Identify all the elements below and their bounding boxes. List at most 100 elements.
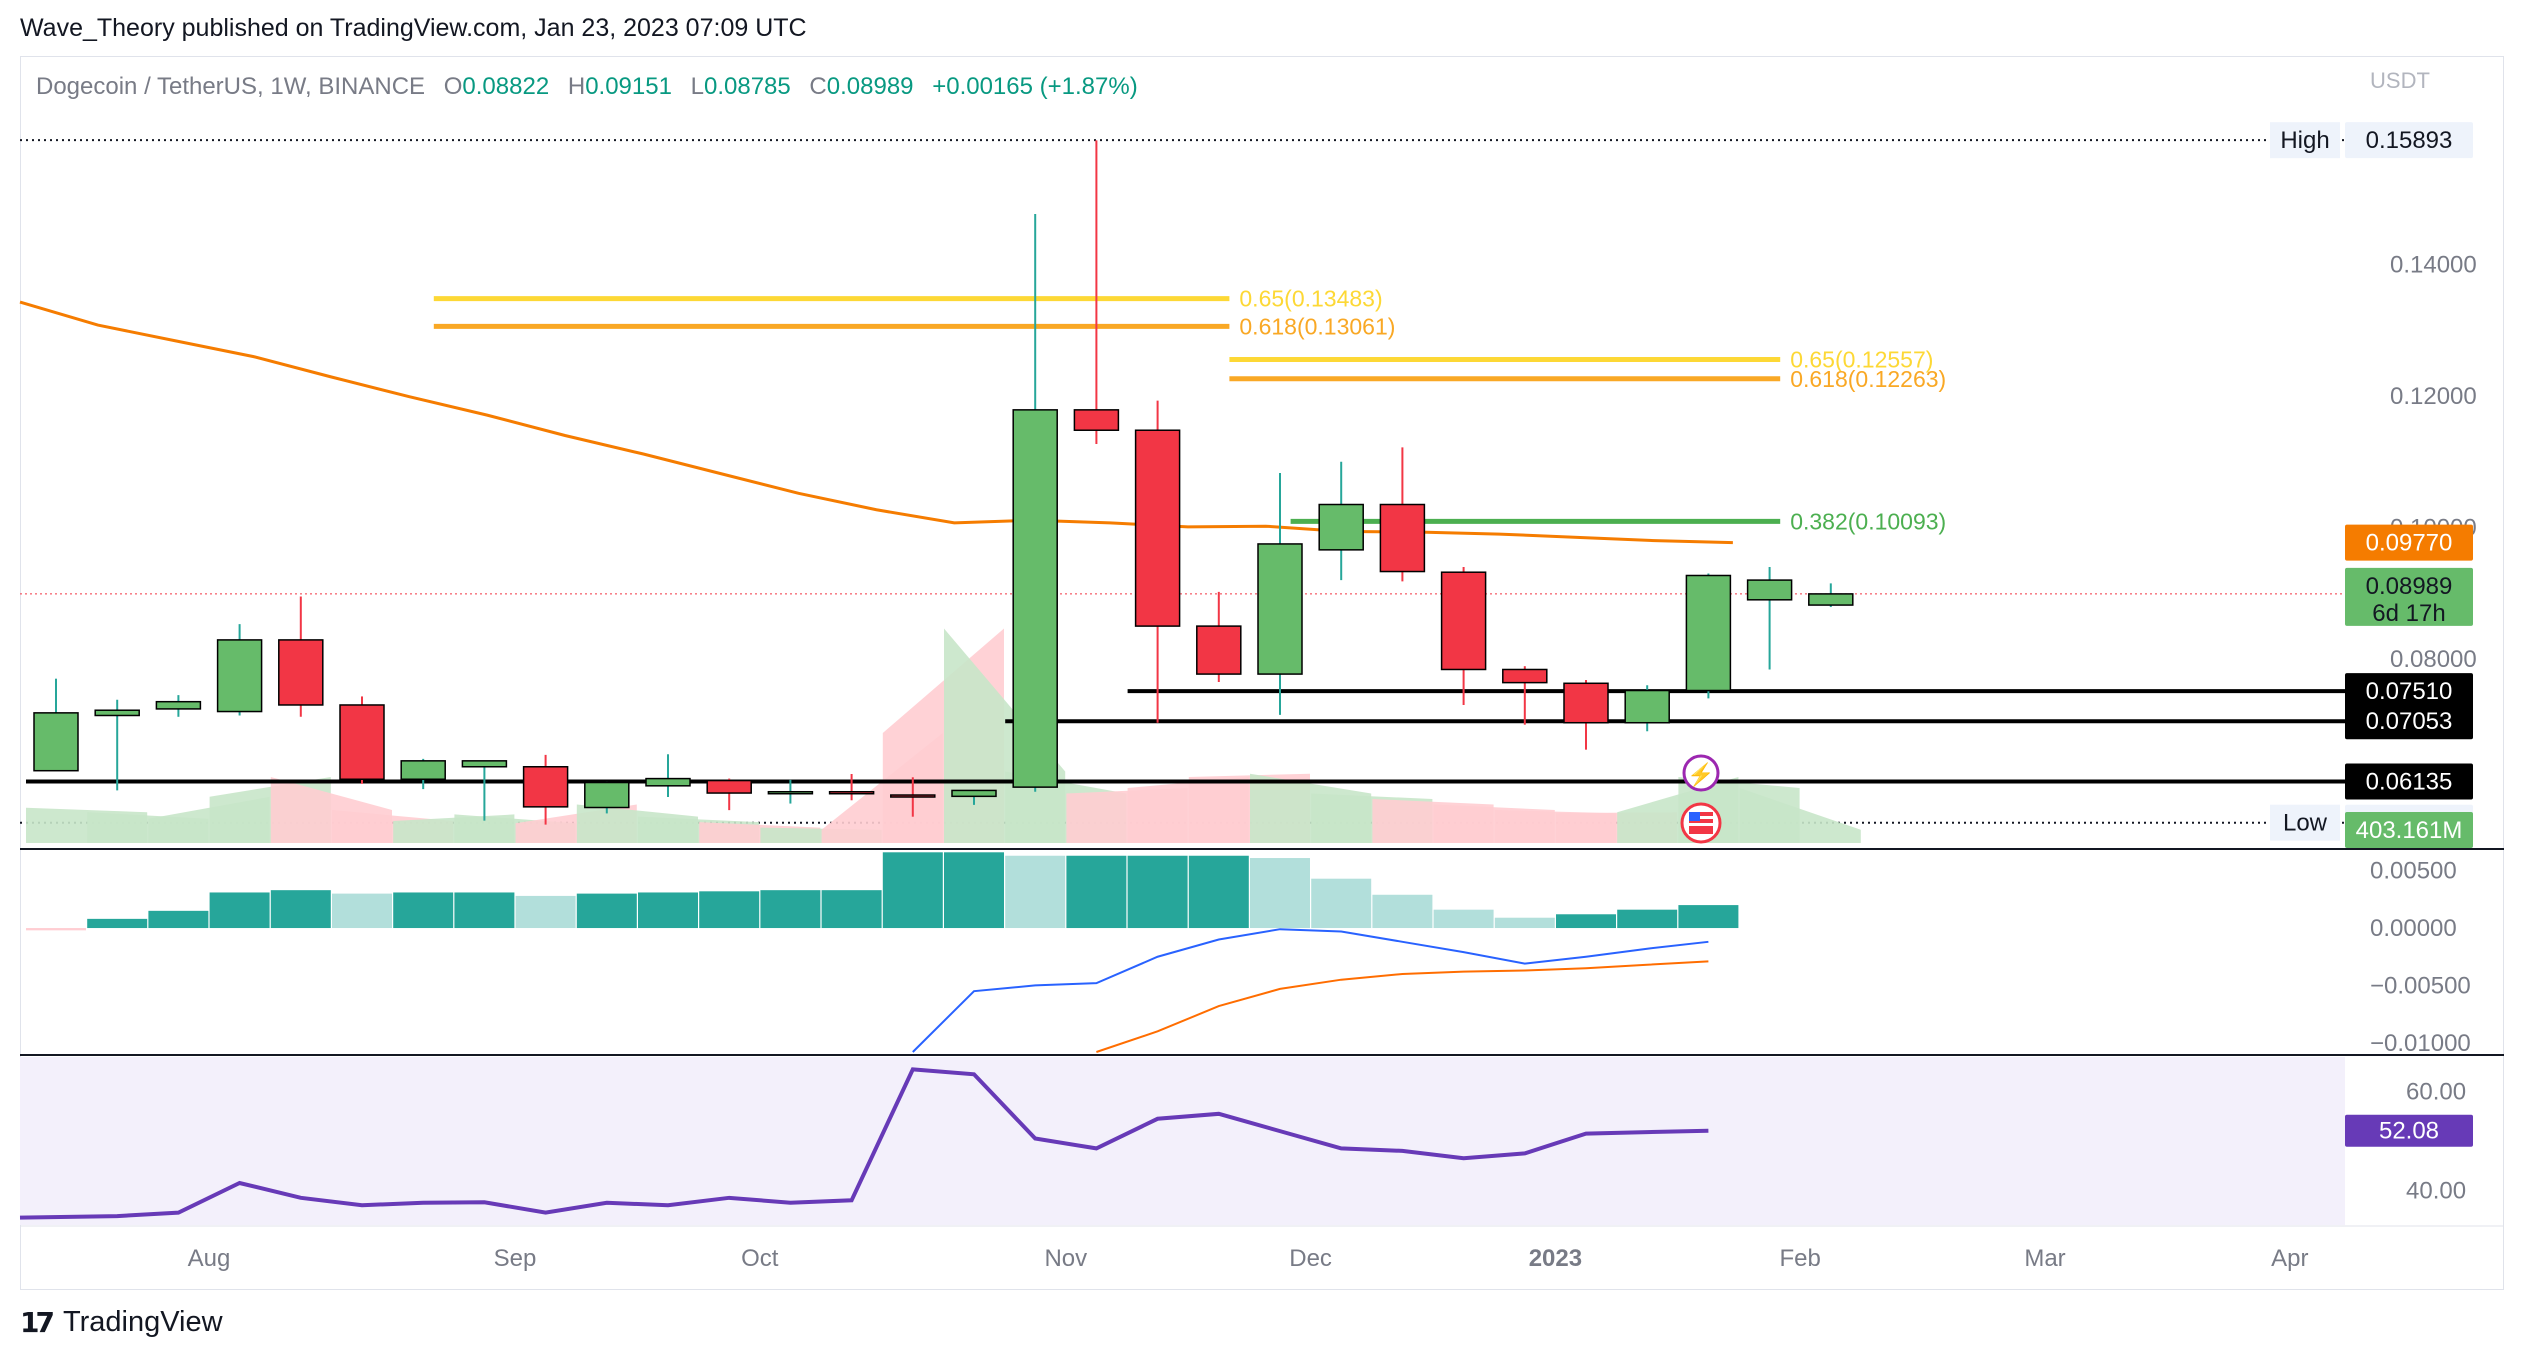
time-tick-label: Dec — [1289, 1245, 1332, 1272]
candle[interactable] — [400, 758, 446, 790]
candle-body — [155, 700, 202, 710]
price-tick-label: 0.12000 — [2390, 383, 2477, 410]
level-price-tag: 0.07510 — [2366, 678, 2453, 705]
time-tick-label: Oct — [741, 1245, 779, 1272]
candle-layer[interactable] — [33, 140, 1854, 825]
macd-histogram-bar — [699, 891, 760, 929]
candle[interactable] — [1073, 140, 1120, 445]
rsi-layer — [19, 1067, 1709, 1220]
footer[interactable]: 17 TradingView — [20, 1302, 223, 1342]
macd-histogram-bar — [1066, 855, 1127, 929]
macd-histogram-bar — [1250, 858, 1310, 929]
candle[interactable] — [339, 696, 385, 784]
candle[interactable] — [1134, 400, 1181, 723]
macd-histogram-bar — [1127, 855, 1188, 929]
candle[interactable] — [155, 695, 202, 717]
level-price-tag-bg — [2345, 703, 2473, 740]
candle-body — [1379, 503, 1426, 573]
legend-close: 0.08989 — [827, 73, 914, 100]
fib-label: 0.382(0.10093) — [1790, 508, 1946, 534]
volume-layer — [26, 628, 1861, 843]
candle-body — [216, 639, 263, 713]
macd-histogram-bar — [1311, 878, 1372, 929]
candle[interactable] — [1012, 213, 1058, 792]
candle[interactable] — [890, 777, 936, 817]
macd-line — [912, 928, 1709, 1053]
events[interactable]: ⚡ — [1680, 754, 1722, 844]
candle-body — [1624, 689, 1670, 724]
candle[interactable] — [1502, 666, 1548, 725]
publisher-header: Wave_Theory published on TradingView.com… — [20, 14, 807, 42]
candle[interactable] — [1318, 461, 1364, 581]
flag-canton — [1689, 812, 1700, 821]
time-tick-label: 2023 — [1529, 1245, 1582, 1272]
candle-body — [1685, 574, 1732, 692]
candle-body — [645, 777, 691, 787]
candle-body — [1257, 543, 1303, 675]
candle[interactable] — [522, 754, 569, 825]
macd-tick-label: 0.00000 — [2370, 915, 2457, 942]
macd-histogram-bar — [1678, 905, 1739, 929]
price-tick-label: 0.08000 — [2390, 646, 2477, 673]
fib-label: 0.618(0.13061) — [1239, 313, 1395, 339]
legend-change: +0.00165 (+1.87%) — [932, 73, 1138, 100]
candle[interactable] — [1685, 573, 1732, 699]
flash-event-icon[interactable] — [1682, 754, 1720, 792]
candle[interactable] — [461, 760, 508, 821]
legend-h-label: H — [568, 73, 585, 100]
candle[interactable] — [94, 699, 140, 791]
legend-open: 0.08822 — [462, 73, 549, 100]
macd-signal-line — [1096, 960, 1709, 1053]
macd-histogram-bar — [1556, 914, 1616, 929]
macd-histogram-bar — [1433, 909, 1494, 929]
candle-body — [584, 781, 630, 809]
candle[interactable] — [828, 773, 875, 801]
candle-body — [1808, 593, 1854, 606]
tradingview-brand[interactable]: TradingView — [62, 1305, 223, 1338]
macd-layer — [26, 852, 1739, 1053]
macd-histogram-bar — [270, 890, 331, 929]
candle[interactable] — [584, 781, 630, 814]
candle[interactable] — [706, 778, 752, 811]
candle[interactable] — [951, 789, 997, 805]
candle[interactable] — [1808, 583, 1854, 608]
candle[interactable] — [1440, 566, 1487, 705]
last-price-tag-bg — [2345, 567, 2473, 626]
rsi-value-tag: 52.08 — [2379, 1118, 2439, 1145]
candle-body — [278, 639, 324, 706]
candle-body — [1196, 625, 1242, 675]
candle-body — [1746, 579, 1793, 601]
macd-histogram-bar — [576, 893, 637, 929]
flag-stripe — [1689, 816, 1713, 819]
candle[interactable] — [1257, 472, 1303, 715]
candle-body — [1134, 429, 1181, 627]
candle[interactable] — [33, 678, 79, 772]
candle[interactable] — [1379, 447, 1426, 582]
macd-histogram-bar — [821, 890, 882, 929]
macd-histogram-bar — [515, 895, 576, 929]
candle[interactable] — [1196, 591, 1242, 682]
chart-svg[interactable]: 0.65(0.13483)0.618(0.13061) 0.65(0.12557)… — [0, 0, 2524, 1300]
candle[interactable] — [1746, 566, 1793, 670]
time-tick-label: Aug — [188, 1245, 231, 1272]
macd-histogram-bar — [393, 892, 454, 929]
candle[interactable] — [278, 596, 324, 717]
candle[interactable] — [645, 754, 691, 797]
macd-tick-label: −0.01000 — [2370, 1030, 2471, 1057]
volume-tag: 403.161M — [2356, 817, 2463, 844]
candle[interactable] — [1563, 679, 1609, 750]
legend-symbol: Dogecoin / TetherUS, 1W, BINANCE — [36, 73, 425, 100]
macd-histogram-bar — [454, 892, 515, 929]
candle[interactable] — [1624, 685, 1670, 732]
flash-event-glyph: ⚡ — [1687, 762, 1714, 788]
level-price-tag-bg — [2345, 763, 2473, 800]
legend-l-label: L — [691, 73, 704, 100]
macd-histogram-bar — [26, 928, 86, 931]
candle[interactable] — [216, 624, 263, 716]
legend-low: 0.08785 — [704, 73, 791, 100]
candle-body — [706, 779, 752, 794]
candle[interactable] — [767, 779, 814, 804]
tradingview-logo-icon[interactable]: 17 — [20, 1305, 55, 1339]
macd-histogram-bar — [1372, 894, 1433, 929]
level-price-tag: 0.06135 — [2366, 769, 2453, 796]
